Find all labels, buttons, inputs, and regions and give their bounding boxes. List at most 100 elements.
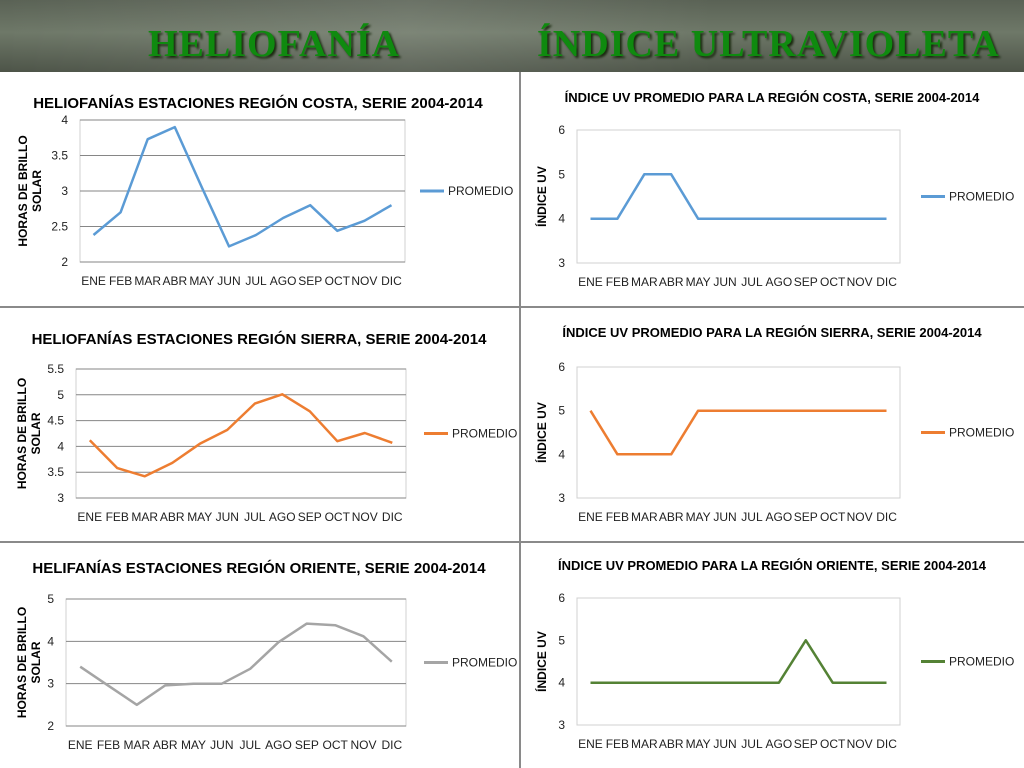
x-tick-label: FEB — [106, 510, 129, 524]
x-tick-label: DIC — [381, 274, 402, 288]
x-tick-label: MAY — [189, 274, 214, 288]
series-line-promedio — [590, 173, 887, 220]
x-tick-label: ENE — [578, 510, 603, 524]
y-tick-label: 3 — [558, 256, 565, 270]
x-tick-label: MAR — [631, 275, 658, 289]
chart-title: HELIFANÍAS ESTACIONES REGIÓN ORIENTE, SE… — [32, 559, 486, 577]
x-tick-label: MAY — [686, 510, 711, 524]
x-tick-label: AGO — [269, 510, 296, 524]
x-tick-label: FEB — [109, 274, 132, 288]
chart-svg-uv-oriente: ÍNDICE UV PROMEDIO PARA LA REGIÓN ORIENT… — [534, 558, 1014, 751]
chart-panel-uv-sierra: ÍNDICE UV PROMEDIO PARA LA REGIÓN SIERRA… — [521, 308, 1024, 541]
y-axis-label-line: SOLAR — [29, 412, 43, 454]
x-tick-label: OCT — [820, 510, 846, 524]
y-tick-label: 3.5 — [47, 465, 64, 479]
plot-area — [576, 366, 901, 499]
legend-label: PROMEDIO — [949, 655, 1014, 669]
y-tick-label: 4 — [558, 212, 565, 226]
x-tick-label: MAY — [686, 737, 711, 751]
x-tick-label: ABR — [659, 737, 684, 751]
y-tick-label: 2 — [61, 255, 68, 269]
y-tick-label: 5 — [47, 592, 54, 606]
x-tick-label: NOV — [847, 275, 873, 289]
x-tick-label: NOV — [350, 738, 376, 752]
x-tick-label: SEP — [794, 737, 818, 751]
x-tick-label: JUN — [713, 510, 736, 524]
y-tick-label: 6 — [558, 123, 565, 137]
x-tick-label: SEP — [298, 510, 322, 524]
x-tick-label: JUL — [239, 738, 261, 752]
x-tick-label: DIC — [876, 275, 897, 289]
x-tick-label: MAR — [131, 510, 158, 524]
x-tick-label: ENE — [68, 738, 93, 752]
y-tick-label: 3.5 — [51, 149, 68, 163]
x-tick-label: ABR — [153, 738, 178, 752]
y-axis-label-line: HORAS DE BRILLO — [15, 607, 29, 718]
x-tick-label: ABR — [659, 275, 684, 289]
plot-area — [65, 598, 407, 727]
chart-title: ÍNDICE UV PROMEDIO PARA LA REGIÓN COSTA,… — [565, 90, 980, 105]
x-tick-label: SEP — [794, 275, 818, 289]
chart-title: HELIOFANÍAS ESTACIONES REGIÓN SIERRA, SE… — [32, 330, 487, 348]
x-tick-label: FEB — [606, 275, 629, 289]
legend-label: PROMEDIO — [949, 190, 1014, 204]
series-line-promedio — [79, 622, 393, 707]
y-tick-label: 4 — [558, 676, 565, 690]
series-line-promedio — [589, 409, 887, 456]
x-tick-label: FEB — [97, 738, 120, 752]
chart-svg-uv-costa: ÍNDICE UV PROMEDIO PARA LA REGIÓN COSTA,… — [534, 90, 1014, 289]
y-tick-label: 5 — [558, 404, 565, 418]
x-tick-label: MAY — [686, 275, 711, 289]
x-tick-label: OCT — [325, 274, 351, 288]
x-tick-label: JUN — [217, 274, 240, 288]
chart-title: ÍNDICE UV PROMEDIO PARA LA REGIÓN ORIENT… — [558, 558, 987, 573]
y-axis-label-line: HORAS DE BRILLO — [16, 135, 30, 246]
series-line-promedio — [88, 393, 393, 478]
y-tick-label: 3 — [558, 718, 565, 732]
series-line-promedio — [92, 125, 393, 248]
x-tick-label: OCT — [820, 275, 846, 289]
y-tick-label: 5 — [558, 167, 565, 181]
x-tick-label: ENE — [81, 274, 106, 288]
x-tick-label: JUL — [244, 510, 266, 524]
y-tick-label: 4 — [558, 447, 565, 461]
y-tick-label: 5.5 — [47, 362, 64, 376]
x-tick-label: JUN — [713, 275, 736, 289]
chart-panel-helio-costa: HELIOFANÍAS ESTACIONES REGIÓN COSTA, SER… — [0, 72, 519, 306]
x-tick-label: MAR — [631, 510, 658, 524]
y-tick-label: 5 — [57, 388, 64, 402]
y-tick-label: 5 — [558, 633, 565, 647]
plot-area — [576, 129, 901, 264]
y-tick-label: 6 — [558, 360, 565, 374]
chart-panel-uv-costa: ÍNDICE UV PROMEDIO PARA LA REGIÓN COSTA,… — [521, 72, 1024, 306]
x-tick-label: ABR — [162, 274, 187, 288]
header-title-indice-uv: ÍNDICE ULTRAVIOLETA — [537, 23, 1000, 65]
x-tick-label: JUL — [245, 274, 267, 288]
x-tick-label: ENE — [77, 510, 102, 524]
x-tick-label: NOV — [352, 510, 378, 524]
vertical-divider — [519, 72, 521, 768]
x-tick-label: JUL — [741, 737, 763, 751]
x-tick-label: ENE — [578, 275, 603, 289]
x-tick-label: AGO — [766, 275, 793, 289]
y-axis-label: ÍNDICE UV — [534, 402, 549, 463]
slide-header: HELIOFANÍA ÍNDICE ULTRAVIOLETA — [0, 0, 1024, 72]
y-tick-label: 6 — [558, 591, 565, 605]
x-tick-label: AGO — [766, 737, 793, 751]
chart-title: HELIOFANÍAS ESTACIONES REGIÓN COSTA, SER… — [33, 94, 483, 112]
y-tick-label: 3 — [47, 677, 54, 691]
x-tick-label: JUN — [210, 738, 233, 752]
chart-panel-helio-oriente: HELIFANÍAS ESTACIONES REGIÓN ORIENTE, SE… — [0, 543, 519, 768]
x-tick-label: MAR — [123, 738, 150, 752]
x-tick-label: NOV — [351, 274, 377, 288]
y-axis-label: ÍNDICE UV — [534, 631, 549, 692]
chart-panel-helio-sierra: HELIOFANÍAS ESTACIONES REGIÓN SIERRA, SE… — [0, 308, 519, 541]
header-title-heliofania: HELIOFANÍA — [148, 23, 401, 65]
x-tick-label: AGO — [766, 510, 793, 524]
x-tick-label: OCT — [820, 737, 846, 751]
horizontal-divider-bottom — [0, 541, 1024, 543]
x-tick-label: JUL — [741, 275, 763, 289]
y-axis-label-line: HORAS DE BRILLO — [15, 378, 29, 489]
y-tick-label: 3 — [57, 491, 64, 505]
x-tick-label: SEP — [295, 738, 319, 752]
